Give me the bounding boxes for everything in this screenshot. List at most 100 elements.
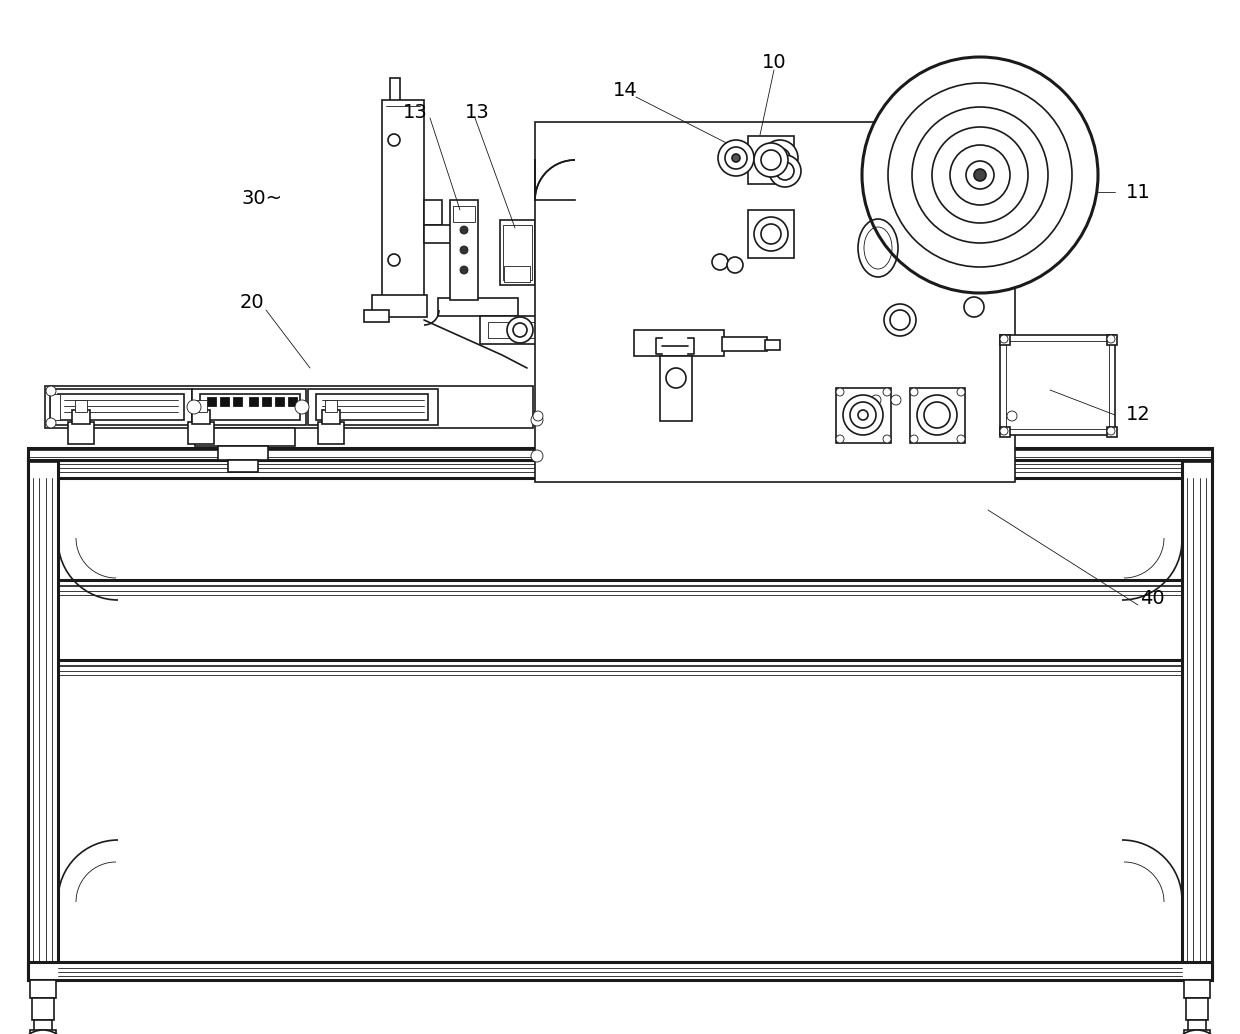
- Text: 30~: 30~: [242, 188, 283, 208]
- Bar: [910, 388, 965, 443]
- Circle shape: [999, 427, 1008, 435]
- Bar: [1006, 341, 1109, 429]
- Bar: [711, 200, 738, 222]
- Circle shape: [924, 402, 950, 428]
- Circle shape: [966, 161, 994, 189]
- Circle shape: [776, 154, 784, 162]
- Bar: [836, 388, 892, 443]
- Bar: [1182, 460, 1211, 980]
- Bar: [316, 394, 428, 420]
- Text: 13: 13: [465, 102, 490, 122]
- Bar: [725, 195, 755, 219]
- Bar: [68, 422, 94, 444]
- Circle shape: [460, 226, 467, 234]
- Bar: [489, 322, 543, 338]
- Bar: [218, 446, 268, 460]
- Bar: [480, 316, 610, 344]
- Circle shape: [843, 395, 883, 435]
- Circle shape: [862, 57, 1097, 293]
- Bar: [45, 386, 533, 428]
- Text: 40: 40: [1140, 588, 1164, 608]
- Circle shape: [849, 402, 875, 428]
- Bar: [999, 427, 1011, 437]
- Circle shape: [858, 410, 868, 420]
- Circle shape: [761, 150, 781, 170]
- Bar: [765, 340, 780, 349]
- Bar: [29, 448, 1211, 460]
- Bar: [940, 292, 1008, 322]
- Bar: [1188, 1020, 1207, 1032]
- Circle shape: [999, 335, 1008, 343]
- Text: 13: 13: [403, 102, 428, 122]
- Bar: [1182, 452, 1211, 462]
- Bar: [207, 397, 216, 406]
- Bar: [1107, 427, 1117, 437]
- Circle shape: [388, 134, 401, 146]
- Bar: [29, 460, 1211, 478]
- Bar: [763, 148, 808, 194]
- Circle shape: [19, 1030, 68, 1034]
- Bar: [30, 1030, 56, 1034]
- Circle shape: [870, 395, 880, 405]
- Bar: [453, 206, 475, 222]
- Circle shape: [836, 435, 844, 443]
- Bar: [748, 136, 794, 184]
- Bar: [308, 389, 438, 425]
- Bar: [219, 397, 229, 406]
- Circle shape: [911, 107, 1048, 243]
- Circle shape: [460, 266, 467, 274]
- Circle shape: [295, 400, 309, 414]
- Bar: [503, 225, 532, 280]
- Bar: [74, 400, 87, 412]
- Circle shape: [46, 386, 56, 396]
- Circle shape: [776, 162, 794, 180]
- Circle shape: [507, 317, 533, 343]
- Bar: [192, 410, 210, 424]
- Circle shape: [718, 140, 754, 176]
- Bar: [756, 132, 806, 184]
- Bar: [33, 1020, 52, 1032]
- Circle shape: [513, 323, 527, 337]
- Bar: [233, 397, 242, 406]
- Bar: [32, 998, 55, 1020]
- Bar: [262, 397, 272, 406]
- Circle shape: [187, 400, 201, 414]
- Circle shape: [769, 155, 801, 187]
- Circle shape: [754, 143, 787, 177]
- Circle shape: [533, 410, 543, 421]
- Circle shape: [1172, 1030, 1221, 1034]
- Bar: [391, 78, 401, 102]
- Bar: [699, 324, 713, 338]
- Bar: [712, 268, 730, 280]
- Circle shape: [1107, 335, 1115, 343]
- Circle shape: [770, 148, 790, 168]
- Circle shape: [725, 147, 746, 169]
- Circle shape: [932, 127, 1028, 223]
- Text: 11: 11: [1126, 182, 1151, 202]
- Circle shape: [46, 418, 56, 428]
- Bar: [438, 298, 518, 316]
- Bar: [29, 460, 58, 980]
- Circle shape: [1107, 427, 1115, 435]
- Bar: [50, 389, 192, 425]
- Bar: [325, 400, 337, 412]
- Bar: [450, 200, 477, 300]
- Bar: [195, 428, 295, 446]
- Circle shape: [531, 414, 543, 426]
- Circle shape: [712, 254, 728, 270]
- Bar: [748, 210, 794, 258]
- Bar: [228, 460, 258, 472]
- Bar: [317, 422, 343, 444]
- Bar: [711, 226, 737, 236]
- Bar: [29, 452, 58, 462]
- Circle shape: [957, 388, 965, 396]
- Circle shape: [388, 254, 401, 266]
- Bar: [424, 200, 441, 225]
- Circle shape: [910, 388, 918, 396]
- Bar: [30, 980, 56, 998]
- Circle shape: [727, 257, 743, 273]
- Bar: [534, 122, 1016, 482]
- Text: 14: 14: [613, 81, 637, 99]
- Circle shape: [918, 395, 957, 435]
- Bar: [634, 330, 724, 356]
